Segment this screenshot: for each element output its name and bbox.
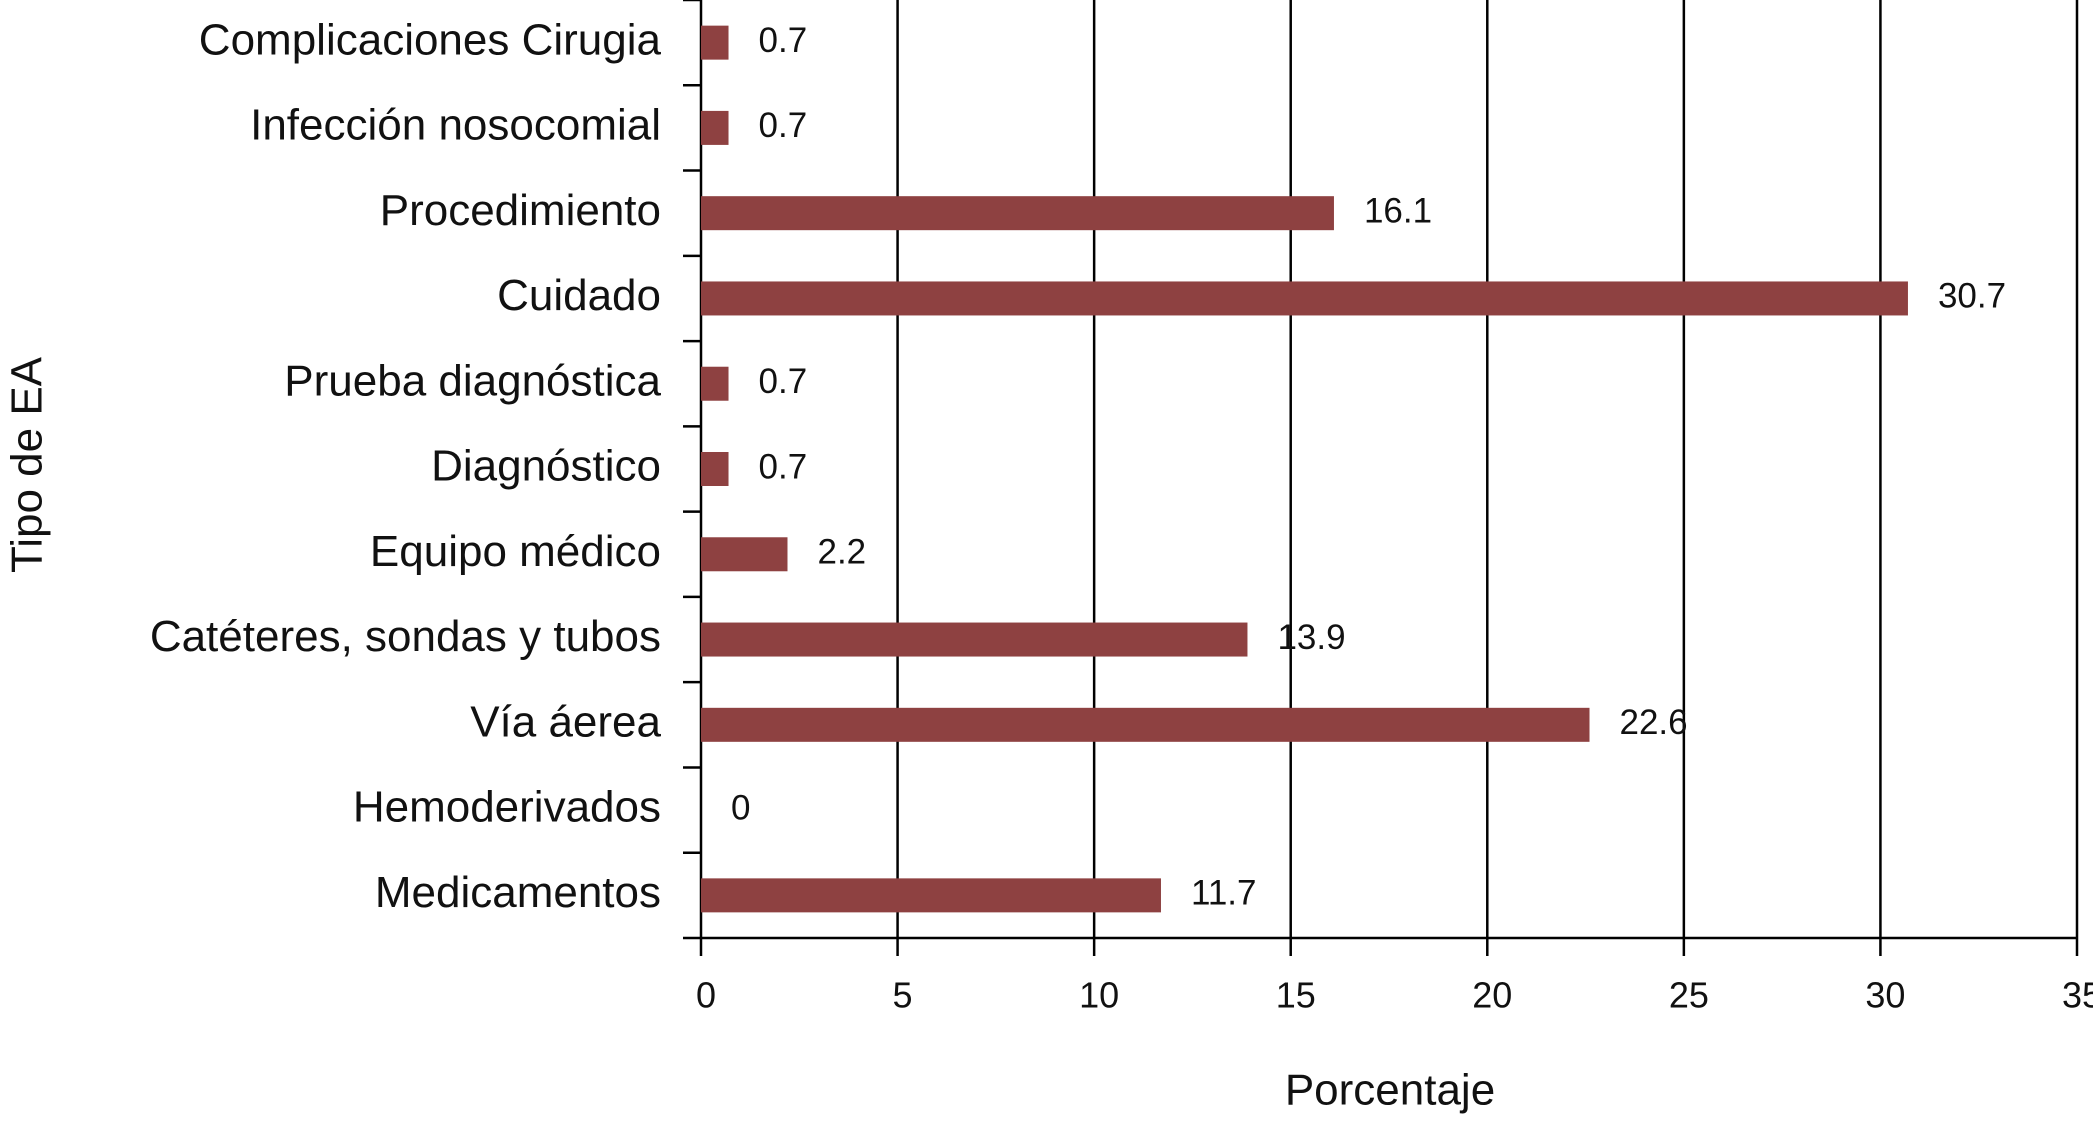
y-tick-label: Diagnóstico <box>431 442 661 491</box>
x-tick-label: 35 <box>2062 975 2093 1016</box>
value-label: 2.2 <box>817 533 866 572</box>
bar <box>701 452 729 486</box>
value-label: 0.7 <box>759 21 808 60</box>
y-tick-label: Complicaciones Cirugia <box>199 15 662 64</box>
bar <box>701 366 729 401</box>
x-axis-title: Porcentaje <box>1285 1066 1495 1115</box>
value-label: 0.7 <box>759 447 808 486</box>
x-tick-label: 0 <box>696 975 716 1016</box>
x-tick-label: 20 <box>1472 975 1512 1016</box>
y-tick-label: Infección nosocomial <box>250 101 661 150</box>
y-tick-label: Vía áerea <box>470 697 661 746</box>
x-tick-label: 30 <box>1865 975 1905 1016</box>
value-label: 16.1 <box>1364 191 1432 230</box>
value-label: 0.7 <box>759 106 808 145</box>
x-tick-label: 10 <box>1079 975 1119 1016</box>
y-tick-label: Hemoderivados <box>353 783 661 832</box>
x-tick-label: 15 <box>1276 975 1316 1016</box>
value-label: 13.9 <box>1277 618 1345 657</box>
bar <box>701 707 1590 742</box>
bar <box>701 110 729 145</box>
bar <box>701 622 1248 657</box>
bar <box>701 196 1334 231</box>
value-label: 0.7 <box>759 362 808 401</box>
y-tick-label: Prueba diagnóstica <box>284 356 661 405</box>
y-tick-label: Medicamentos <box>375 868 661 917</box>
x-tick-label: 5 <box>893 975 913 1016</box>
value-label: 0 <box>731 788 750 827</box>
y-tick-label: Procedimiento <box>380 186 661 235</box>
bar <box>701 281 1908 316</box>
bar <box>701 537 788 572</box>
value-label: 22.6 <box>1620 703 1688 742</box>
y-axis-title: Tipo de EA <box>3 356 52 573</box>
y-tick-label: Cuidado <box>497 271 661 320</box>
value-label: 11.7 <box>1191 874 1257 913</box>
value-label: 30.7 <box>1938 277 2006 316</box>
bar <box>701 878 1161 913</box>
y-tick-label: Catéteres, sondas y tubos <box>150 612 661 661</box>
y-tick-label: Equipo médico <box>370 527 661 576</box>
x-tick-label: 25 <box>1669 975 1709 1016</box>
bar <box>701 25 729 60</box>
